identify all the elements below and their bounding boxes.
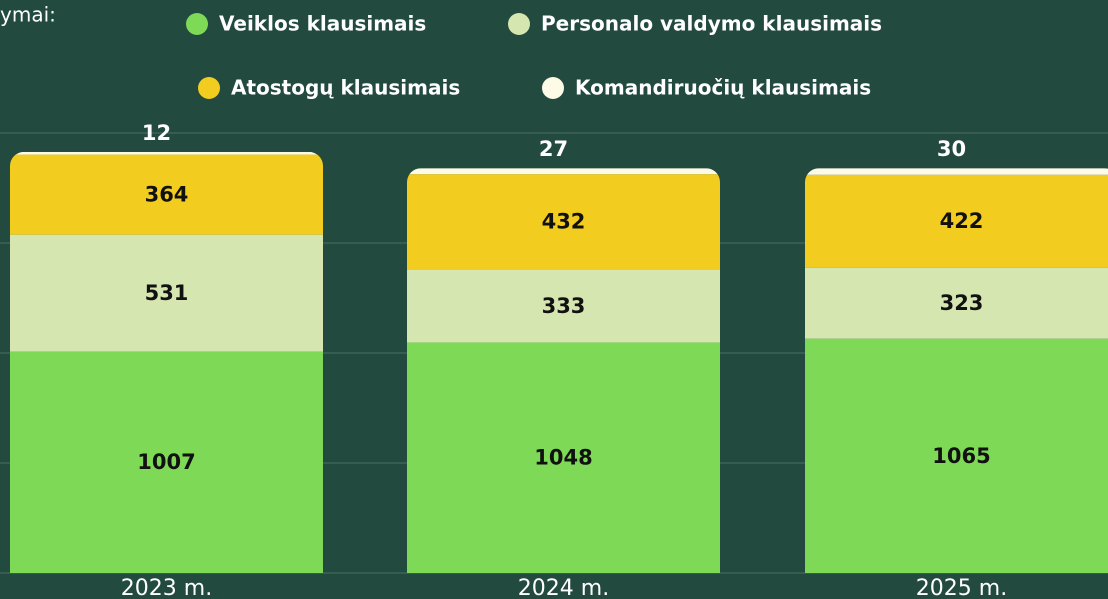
- value-label: 432: [542, 210, 586, 234]
- bar-segment: [407, 168, 720, 175]
- bar-segment: [10, 151, 323, 155]
- bar-group: [805, 168, 1108, 573]
- bar-group: [10, 151, 323, 573]
- value-label: 333: [542, 294, 586, 318]
- value-label: 1048: [534, 446, 592, 470]
- x-tick-label: 2024 m.: [518, 576, 609, 599]
- value-label: 422: [940, 209, 984, 233]
- value-label: 1007: [137, 450, 195, 474]
- bar-segment: [10, 234, 323, 352]
- value-label: 27: [539, 137, 568, 161]
- x-tick-label: 2025 m.: [916, 576, 1007, 599]
- legend-marker: [508, 13, 530, 35]
- value-label: 364: [145, 183, 189, 207]
- bar-segment: [407, 174, 720, 270]
- bar-group: [407, 168, 720, 573]
- value-label: 30: [937, 137, 966, 161]
- legend-label: Veiklos klausimais: [219, 12, 426, 36]
- bar-segment: [805, 168, 1108, 175]
- bar-segment: [805, 338, 1108, 573]
- value-label: 323: [940, 291, 984, 315]
- legend-marker: [198, 77, 220, 99]
- bar-segment: [10, 154, 323, 235]
- bar-segment: [407, 342, 720, 573]
- value-label: 12: [142, 121, 171, 145]
- legend-label: Komandiruočių klausimais: [575, 76, 871, 100]
- chart-title: ymai:: [0, 3, 56, 27]
- bar-segment: [805, 267, 1108, 339]
- value-label: 531: [145, 281, 189, 305]
- x-tick-label: 2023 m.: [121, 576, 212, 599]
- value-label: 1065: [932, 444, 990, 468]
- bar-segment: [10, 351, 323, 573]
- bar-segment: [407, 269, 720, 343]
- legend-marker: [542, 77, 564, 99]
- legend-label: Personalo valdymo klausimais: [541, 12, 882, 36]
- legend-label: Atostogų klausimais: [231, 76, 460, 100]
- bar-segment: [805, 174, 1108, 268]
- legend-marker: [186, 13, 208, 35]
